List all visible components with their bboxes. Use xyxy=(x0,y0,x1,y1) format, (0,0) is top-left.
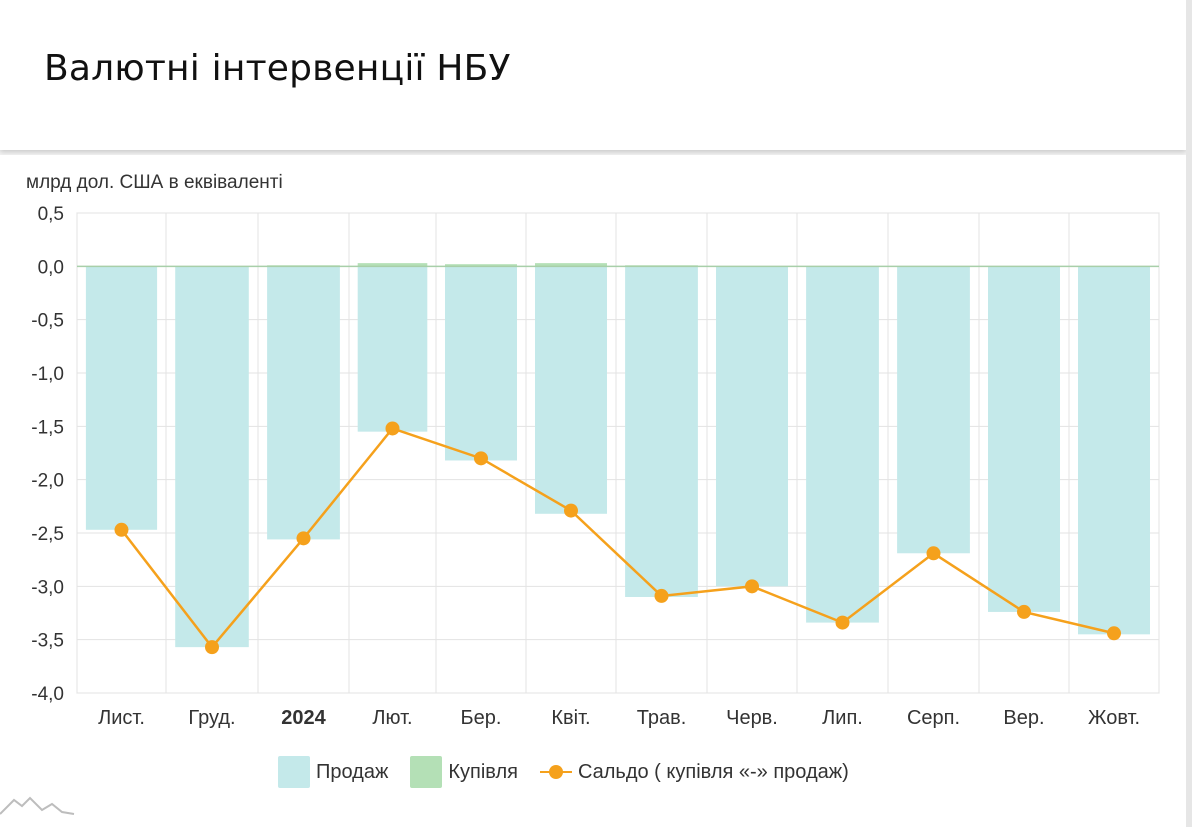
bar-sales xyxy=(535,266,607,514)
balance-point xyxy=(385,421,400,436)
x-tick-label: Вер. xyxy=(1003,707,1044,729)
y-tick-label: -4,0 xyxy=(31,684,64,705)
x-tick-label: Груд. xyxy=(188,707,235,729)
y-tick-label: 0,5 xyxy=(38,204,64,225)
balance-point xyxy=(1017,604,1031,619)
bar-sales xyxy=(625,266,698,597)
bar-sales xyxy=(267,266,340,540)
bar-sales xyxy=(1078,266,1150,635)
legend-label-sales: Продаж xyxy=(316,760,389,783)
bar-purchases xyxy=(445,264,517,267)
mountain-logo-icon xyxy=(0,796,75,815)
legend-swatch-purchases xyxy=(410,756,443,788)
legend-item-sales[interactable]: Продаж xyxy=(278,756,388,788)
x-tick-label: Квіт. xyxy=(551,707,590,729)
bar-purchases xyxy=(535,263,607,267)
balance-point xyxy=(205,640,219,655)
balance-point xyxy=(926,546,941,561)
legend-swatch-sales xyxy=(278,756,310,788)
x-tick-label: Лист. xyxy=(98,707,145,729)
x-tick-label: Лют. xyxy=(372,707,412,729)
x-tick-label: Трав. xyxy=(637,707,687,729)
legend-item-balance[interactable]: Сальдо ( купівля «-» продаж) xyxy=(539,760,849,784)
balance-point xyxy=(296,531,311,546)
y-tick-label: -1,0 xyxy=(31,364,64,385)
legend: Продаж Купівля Сальдо ( купівля «-» прод… xyxy=(278,754,871,790)
balance-point xyxy=(745,579,759,594)
y-tick-label: -1,5 xyxy=(31,417,64,438)
y-axis-unit-label: млрд дол. США в еквіваленті xyxy=(26,172,283,193)
balance-point xyxy=(1107,626,1121,641)
bar-sales xyxy=(445,266,517,461)
x-tick-label: Жовт. xyxy=(1088,707,1140,729)
bar-sales xyxy=(988,266,1060,612)
bar-sales xyxy=(357,266,428,432)
y-tick-label: -3,5 xyxy=(31,631,64,652)
bar-sales xyxy=(85,266,158,530)
y-tick-label: -3,0 xyxy=(31,577,64,598)
scroll-edge xyxy=(1186,0,1192,827)
x-tick-label: Черв. xyxy=(726,707,778,729)
x-tick-label: Серп. xyxy=(907,707,960,729)
balance-line xyxy=(120,427,1115,650)
legend-label-purchases: Купівля xyxy=(448,760,518,783)
legend-item-purchases[interactable]: Купівля xyxy=(410,756,518,788)
balance-point xyxy=(114,522,129,537)
header: Валютні інтервенції НБУ xyxy=(0,0,1186,150)
legend-label-balance: Сальдо ( купівля «-» продаж) xyxy=(577,760,849,783)
y-tick-label: -2,5 xyxy=(31,524,64,545)
y-tick-label: -0,5 xyxy=(31,311,64,332)
legend-swatch-balance xyxy=(539,762,572,782)
y-tick-label: -2,0 xyxy=(31,471,64,492)
x-tick-label: Бер. xyxy=(461,707,502,729)
balance-point xyxy=(835,615,850,630)
bar-sales xyxy=(897,266,970,554)
y-tick-label: 0,0 xyxy=(38,257,64,278)
bar-sales xyxy=(716,266,788,587)
x-tick-label: 2024 xyxy=(281,707,326,729)
balance-point xyxy=(474,451,488,466)
page-title: Валютні інтервенції НБУ xyxy=(44,48,511,89)
balance-point xyxy=(654,588,669,603)
bar-sales xyxy=(175,266,249,648)
x-tick-label: Лип. xyxy=(822,707,863,729)
bar-purchases xyxy=(357,263,428,267)
bar-sales xyxy=(806,266,879,623)
balance-point xyxy=(564,503,578,518)
